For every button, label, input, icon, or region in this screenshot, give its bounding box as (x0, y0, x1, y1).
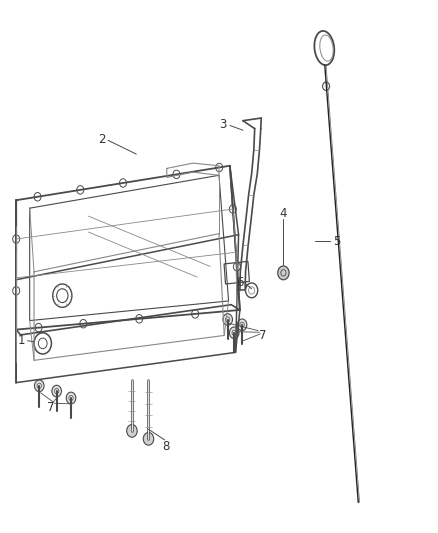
Text: 5: 5 (333, 235, 340, 247)
Text: 8: 8 (162, 440, 170, 453)
Bar (224, 261, 249, 284)
Text: 4: 4 (279, 207, 287, 220)
Circle shape (143, 432, 154, 445)
Circle shape (127, 424, 137, 437)
Circle shape (66, 392, 76, 404)
Text: 6: 6 (236, 276, 243, 289)
Text: 7: 7 (259, 329, 266, 342)
Circle shape (237, 319, 247, 330)
Text: 3: 3 (220, 118, 227, 131)
Circle shape (223, 314, 233, 325)
Text: 7: 7 (47, 400, 54, 414)
Circle shape (230, 327, 239, 338)
Text: 1: 1 (17, 334, 25, 347)
Circle shape (52, 385, 61, 397)
Circle shape (35, 380, 44, 392)
Text: 2: 2 (98, 133, 105, 146)
Circle shape (278, 266, 289, 280)
